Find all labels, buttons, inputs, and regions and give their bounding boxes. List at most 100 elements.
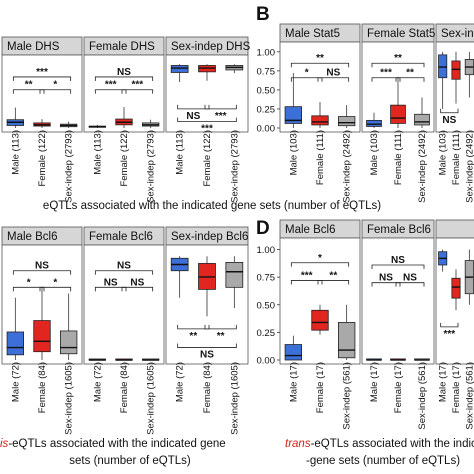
facet-title: Female Stat5 <box>367 28 435 40</box>
y-tick-label: 0.75 <box>257 273 276 284</box>
y-tick-label: 1.00 <box>257 245 276 256</box>
category-label: Male (103) <box>288 130 299 175</box>
sig-bracket <box>204 324 237 330</box>
sig-label: *** <box>301 270 313 281</box>
y-tick-label: 1.00 <box>257 47 276 58</box>
sig-label: NS <box>391 255 405 266</box>
facet-title: Sex-indep Bcl6 <box>441 28 474 40</box>
category-label: Sex-indep (1605) <box>229 362 240 435</box>
sig-bracket <box>290 62 350 68</box>
sig-label: NS <box>326 68 340 79</box>
sig-label: *** <box>443 329 455 340</box>
sig-bracket <box>204 104 237 110</box>
sig-bracket <box>371 282 401 287</box>
category-label: Sex-indep (561) <box>464 362 474 430</box>
sig-label: *** <box>105 80 117 91</box>
category-label: Sex-indep (1605) <box>146 362 157 435</box>
sig-label: NS <box>403 273 417 284</box>
facet-title: Male Bcl6 <box>7 231 58 243</box>
sig-label: ** <box>394 53 402 64</box>
caption-bottom-left-line2: sets (number of eQTLs) <box>69 455 191 467</box>
facet-title: Female Bcl6 <box>89 231 153 243</box>
category-label: Female (84) <box>119 362 130 413</box>
category-label: Sex-indep (2492) <box>464 130 474 203</box>
facet-title: Sex-indep DHS <box>171 41 251 53</box>
category-label: Male (17) <box>369 362 380 402</box>
box-female <box>451 60 461 80</box>
sig-bracket <box>12 89 45 94</box>
sig-bracket <box>317 77 350 82</box>
sig-bracket <box>440 108 459 114</box>
box-sexindep <box>337 116 356 127</box>
category-label: Sex-indep (2492) <box>342 130 353 203</box>
caption-bottom-left-prefix: is <box>0 438 9 450</box>
facet-plot-area <box>83 244 165 365</box>
y-tick-label: 0.00 <box>257 124 276 135</box>
category-label: Female (111) <box>451 130 462 185</box>
category-label: Male (72) <box>92 362 103 402</box>
sig-label: * <box>53 277 57 288</box>
sig-bracket <box>12 76 72 81</box>
sig-bracket <box>371 264 425 269</box>
box-male <box>6 331 24 356</box>
caption-bottom-right-rest: -eQTLs associated with the indica <box>310 438 474 450</box>
sig-label: NS <box>186 111 200 122</box>
y-tick-label: 0.25 <box>257 104 276 115</box>
box-female <box>311 309 329 331</box>
y-tick-label: 0.50 <box>257 85 276 96</box>
sig-label: ** <box>329 270 337 281</box>
sig-label: NS <box>104 277 118 288</box>
caption-bottom-right-line1: trans-eQTLs associated with the indica <box>285 438 474 450</box>
category-label: Male (72) <box>175 362 186 402</box>
sig-label: NS <box>442 115 456 126</box>
category-label: Sex-indep (2793) <box>146 130 157 203</box>
category-label: Sex-indep (2793) <box>64 130 75 203</box>
sig-label: *** <box>215 111 227 122</box>
sig-label: * <box>318 253 322 264</box>
sig-label: *** <box>36 67 48 78</box>
category-label: Female (122) <box>119 130 130 187</box>
category-label: Male (113) <box>92 130 103 175</box>
sig-label: ** <box>217 331 225 342</box>
box-female <box>451 277 461 299</box>
sig-bracket <box>12 286 45 292</box>
category-label: Female (122) <box>202 130 213 187</box>
sig-bracket <box>290 262 350 267</box>
sig-bracket <box>177 343 237 348</box>
box-female <box>311 115 329 126</box>
box-male <box>284 344 303 361</box>
sig-label: NS <box>117 261 131 272</box>
category-label: Female (17) <box>451 362 462 413</box>
box-male <box>170 65 189 73</box>
category-label: Female (111) <box>315 130 326 185</box>
sig-bracket <box>395 77 425 82</box>
sig-bracket <box>12 270 72 275</box>
facet-plot-area <box>361 237 435 365</box>
sig-bracket <box>39 89 72 94</box>
sig-bracket <box>121 286 154 292</box>
sig-label: ** <box>406 68 414 79</box>
facet-title: Female Bcl6 <box>367 224 431 236</box>
sig-label: NS <box>117 67 131 78</box>
caption-bottom-left-rest: -eQTLs associated with the indicated gen… <box>8 438 226 450</box>
category-label: Female (111) <box>393 130 404 185</box>
y-tick-label: 0.25 <box>257 328 276 339</box>
sig-label: *** <box>201 124 213 135</box>
y-tick-label: 0.75 <box>257 66 276 77</box>
sig-label: ** <box>25 80 33 91</box>
sig-bracket <box>371 77 401 82</box>
sig-bracket <box>177 324 210 330</box>
box-sexindep <box>414 113 430 126</box>
sig-label: *** <box>131 80 143 91</box>
sig-bracket <box>94 76 154 81</box>
category-label: Male (17) <box>288 362 299 402</box>
facet-title: Sex-indep Bcl6 <box>171 231 248 243</box>
facet-title: Male DHS <box>7 41 60 53</box>
category-label: Female (17) <box>315 362 326 413</box>
sig-bracket <box>290 280 323 285</box>
sig-bracket <box>317 280 350 285</box>
facet-title: Male Bcl6 <box>285 224 336 236</box>
facet-strip <box>435 219 474 239</box>
y-tick-label: 0.00 <box>257 356 276 367</box>
